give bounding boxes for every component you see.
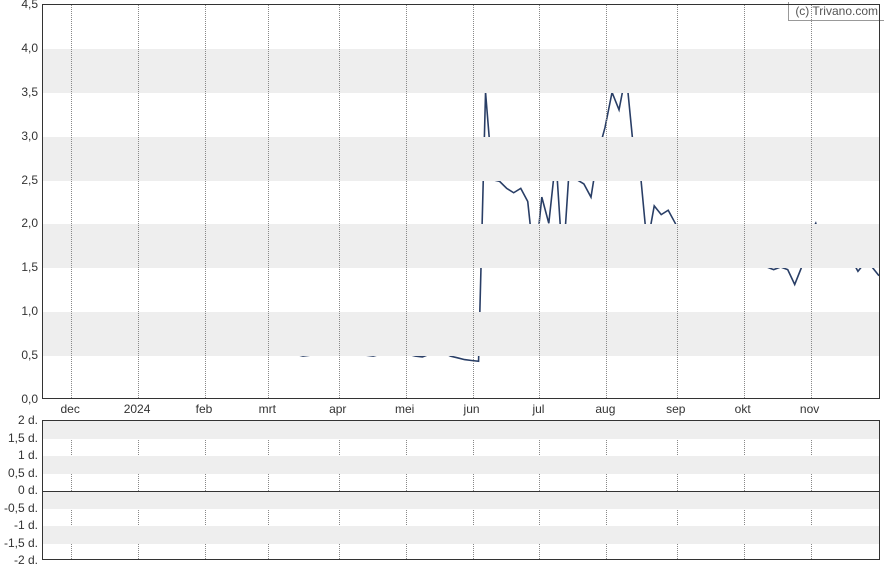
x-tick-label: sep xyxy=(666,402,685,416)
x-tick-label: nov xyxy=(800,402,819,416)
x-gridline xyxy=(268,5,269,398)
price-chart-panel xyxy=(42,4,880,399)
y-tick-label: 1 d. xyxy=(2,448,38,462)
x-gridline xyxy=(138,5,139,398)
chart-band xyxy=(43,137,879,181)
x-tick-label: feb xyxy=(196,402,213,416)
x-gridline xyxy=(744,5,745,398)
x-tick-label: okt xyxy=(735,402,751,416)
x-tick-label: dec xyxy=(60,402,79,416)
chart-band xyxy=(43,491,879,509)
y-tick-label: 1,5 xyxy=(2,260,38,274)
x-gridline xyxy=(677,5,678,398)
x-tick-label: mei xyxy=(395,402,414,416)
chart-band xyxy=(43,224,879,268)
x-tick-label: apr xyxy=(329,402,346,416)
zero-line xyxy=(43,491,879,492)
chart-band xyxy=(43,49,879,93)
volume-chart-panel xyxy=(42,420,880,560)
y-tick-label: 3,0 xyxy=(2,129,38,143)
x-gridline xyxy=(606,5,607,398)
y-tick-label: 0,5 d. xyxy=(2,466,38,480)
x-gridline xyxy=(473,5,474,398)
y-tick-label: 1,0 xyxy=(2,304,38,318)
x-gridline xyxy=(539,5,540,398)
x-gridline xyxy=(406,5,407,398)
y-tick-label: 2 d. xyxy=(2,413,38,427)
x-tick-label: 2024 xyxy=(124,402,151,416)
x-tick-label: jul xyxy=(532,402,544,416)
y-tick-label: -1 d. xyxy=(2,518,38,532)
chart-band xyxy=(43,456,879,474)
x-gridline xyxy=(71,5,72,398)
y-tick-label: 2,5 xyxy=(2,173,38,187)
y-tick-label: 0 d. xyxy=(2,483,38,497)
y-tick-label: -1,5 d. xyxy=(2,536,38,550)
chart-band xyxy=(43,421,879,439)
y-tick-label: 1,5 d. xyxy=(2,431,38,445)
x-gridline xyxy=(205,5,206,398)
x-tick-label: aug xyxy=(595,402,615,416)
y-tick-label: 0,0 xyxy=(2,392,38,406)
y-tick-label: 0,5 xyxy=(2,348,38,362)
chart-band xyxy=(43,312,879,356)
x-gridline xyxy=(811,5,812,398)
y-tick-label: 4,0 xyxy=(2,41,38,55)
chart-band xyxy=(43,526,879,544)
y-tick-label: 4,5 xyxy=(2,0,38,11)
y-tick-label: -0,5 d. xyxy=(2,501,38,515)
x-tick-label: mrt xyxy=(259,402,276,416)
y-tick-label: 3,5 xyxy=(2,85,38,99)
chart-container: (c) Trivano.com 0,00,51,01,52,02,53,03,5… xyxy=(0,0,888,565)
x-tick-label: jun xyxy=(464,402,480,416)
y-tick-label: 2,0 xyxy=(2,216,38,230)
x-gridline xyxy=(339,5,340,398)
